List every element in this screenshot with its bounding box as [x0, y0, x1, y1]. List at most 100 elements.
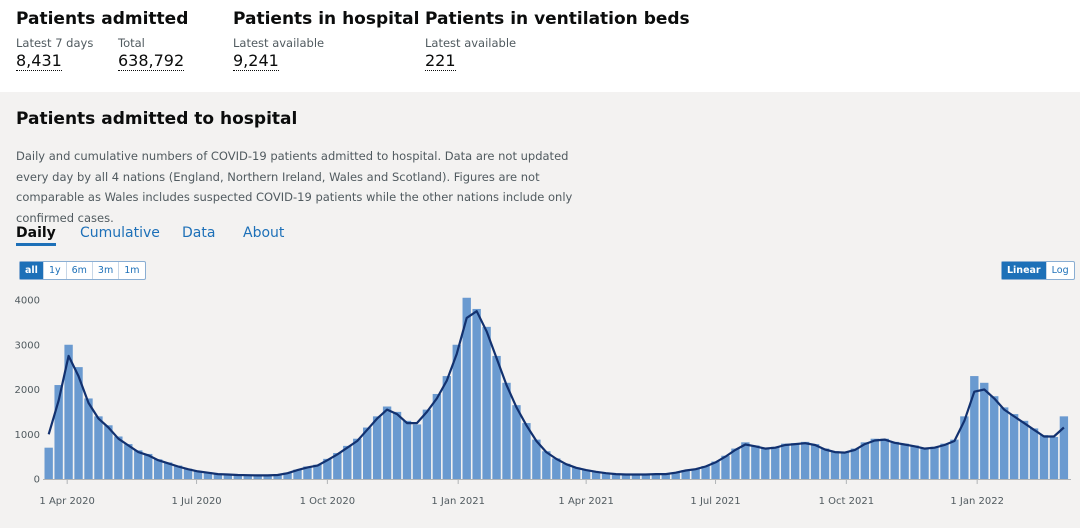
bar	[223, 474, 233, 479]
bar	[820, 448, 830, 479]
range-button[interactable]: 3m	[93, 262, 120, 279]
bar	[94, 416, 103, 479]
bar	[44, 447, 53, 479]
bar	[581, 469, 591, 479]
bar	[850, 448, 860, 479]
range-button[interactable]: 1y	[44, 262, 67, 279]
bar	[163, 462, 173, 479]
bar	[183, 468, 193, 479]
bar	[104, 425, 113, 479]
bar	[283, 472, 292, 479]
bar	[243, 474, 252, 479]
bar	[860, 442, 870, 479]
bar	[144, 453, 153, 479]
card-title: Patients admitted to hospital	[16, 109, 298, 129]
bar	[412, 424, 422, 479]
bar	[800, 441, 810, 479]
bar	[193, 470, 203, 479]
bar	[999, 407, 1009, 479]
bar	[761, 447, 770, 479]
bar	[930, 446, 939, 479]
bar	[830, 451, 840, 479]
headline-value: 8,431	[16, 51, 62, 71]
bar	[950, 439, 959, 479]
bar	[880, 438, 889, 479]
bar	[552, 458, 561, 479]
bar	[432, 393, 442, 479]
bar	[263, 475, 272, 479]
bar	[84, 398, 93, 479]
bar	[353, 438, 362, 479]
y-tick-label: 4000	[15, 296, 40, 307]
headline-label: Latest 7 days	[16, 36, 94, 50]
bar	[512, 405, 521, 479]
bar	[502, 382, 511, 479]
bar	[870, 438, 879, 479]
bar	[920, 447, 929, 479]
bar	[253, 475, 262, 479]
card-description: Daily and cumulative numbers of COVID-19…	[16, 149, 573, 225]
average-line	[47, 310, 1065, 477]
tab[interactable]: Cumulative	[80, 225, 160, 241]
bar	[790, 443, 800, 479]
bar	[532, 439, 541, 479]
scale-button[interactable]: Log	[1051, 265, 1069, 276]
x-tick-label: 1 Oct 2021	[819, 496, 874, 507]
bar	[940, 443, 949, 479]
bar	[781, 443, 790, 479]
bar	[303, 466, 312, 479]
tab[interactable]: Daily	[16, 225, 56, 246]
bar	[522, 423, 531, 479]
headline-value: 638,792	[118, 51, 185, 71]
range-button[interactable]: all	[20, 262, 44, 279]
tab[interactable]: Data	[182, 225, 216, 241]
bar	[562, 463, 571, 479]
y-tick-label: 1000	[15, 430, 40, 441]
bar	[661, 473, 670, 479]
bar	[173, 465, 183, 479]
bar	[691, 468, 700, 479]
bar	[313, 464, 322, 479]
bar	[890, 441, 899, 479]
bar	[124, 444, 133, 479]
headline-value: 9,241	[233, 51, 279, 71]
tab[interactable]: About	[243, 225, 285, 241]
bar	[621, 474, 631, 479]
bar	[293, 469, 302, 479]
bar	[363, 427, 372, 479]
x-tick-label: 1 Apr 2021	[558, 496, 613, 507]
bar	[323, 458, 332, 479]
bar	[1049, 436, 1059, 479]
bar	[960, 416, 969, 479]
bar	[213, 473, 223, 479]
bar	[1019, 420, 1029, 479]
x-tick-label: 1 Jan 2022	[950, 496, 1004, 507]
bar	[591, 471, 601, 479]
headline-label: Total	[118, 36, 145, 50]
headline-label: Latest available	[425, 36, 517, 50]
bar	[134, 450, 143, 479]
y-tick-label: 0	[34, 475, 40, 486]
bar	[472, 308, 481, 479]
bar	[641, 474, 651, 479]
bar	[422, 409, 432, 479]
headline-title: Patients in hospital	[233, 9, 420, 29]
bar	[810, 444, 820, 479]
x-tick-label: 1 Jul 2020	[171, 496, 221, 507]
bar	[671, 472, 680, 479]
bar	[153, 459, 163, 479]
scale-button[interactable]: Linear	[1002, 262, 1047, 279]
bar	[203, 472, 213, 479]
bar	[651, 473, 660, 479]
bar	[900, 443, 909, 479]
y-tick-label: 2000	[15, 385, 40, 396]
bar	[482, 326, 491, 479]
bar	[392, 411, 402, 479]
range-button[interactable]: 1m	[124, 265, 140, 276]
bar	[681, 470, 690, 479]
range-button[interactable]: 6m	[67, 262, 93, 279]
bar	[382, 406, 392, 479]
bar	[492, 355, 501, 479]
